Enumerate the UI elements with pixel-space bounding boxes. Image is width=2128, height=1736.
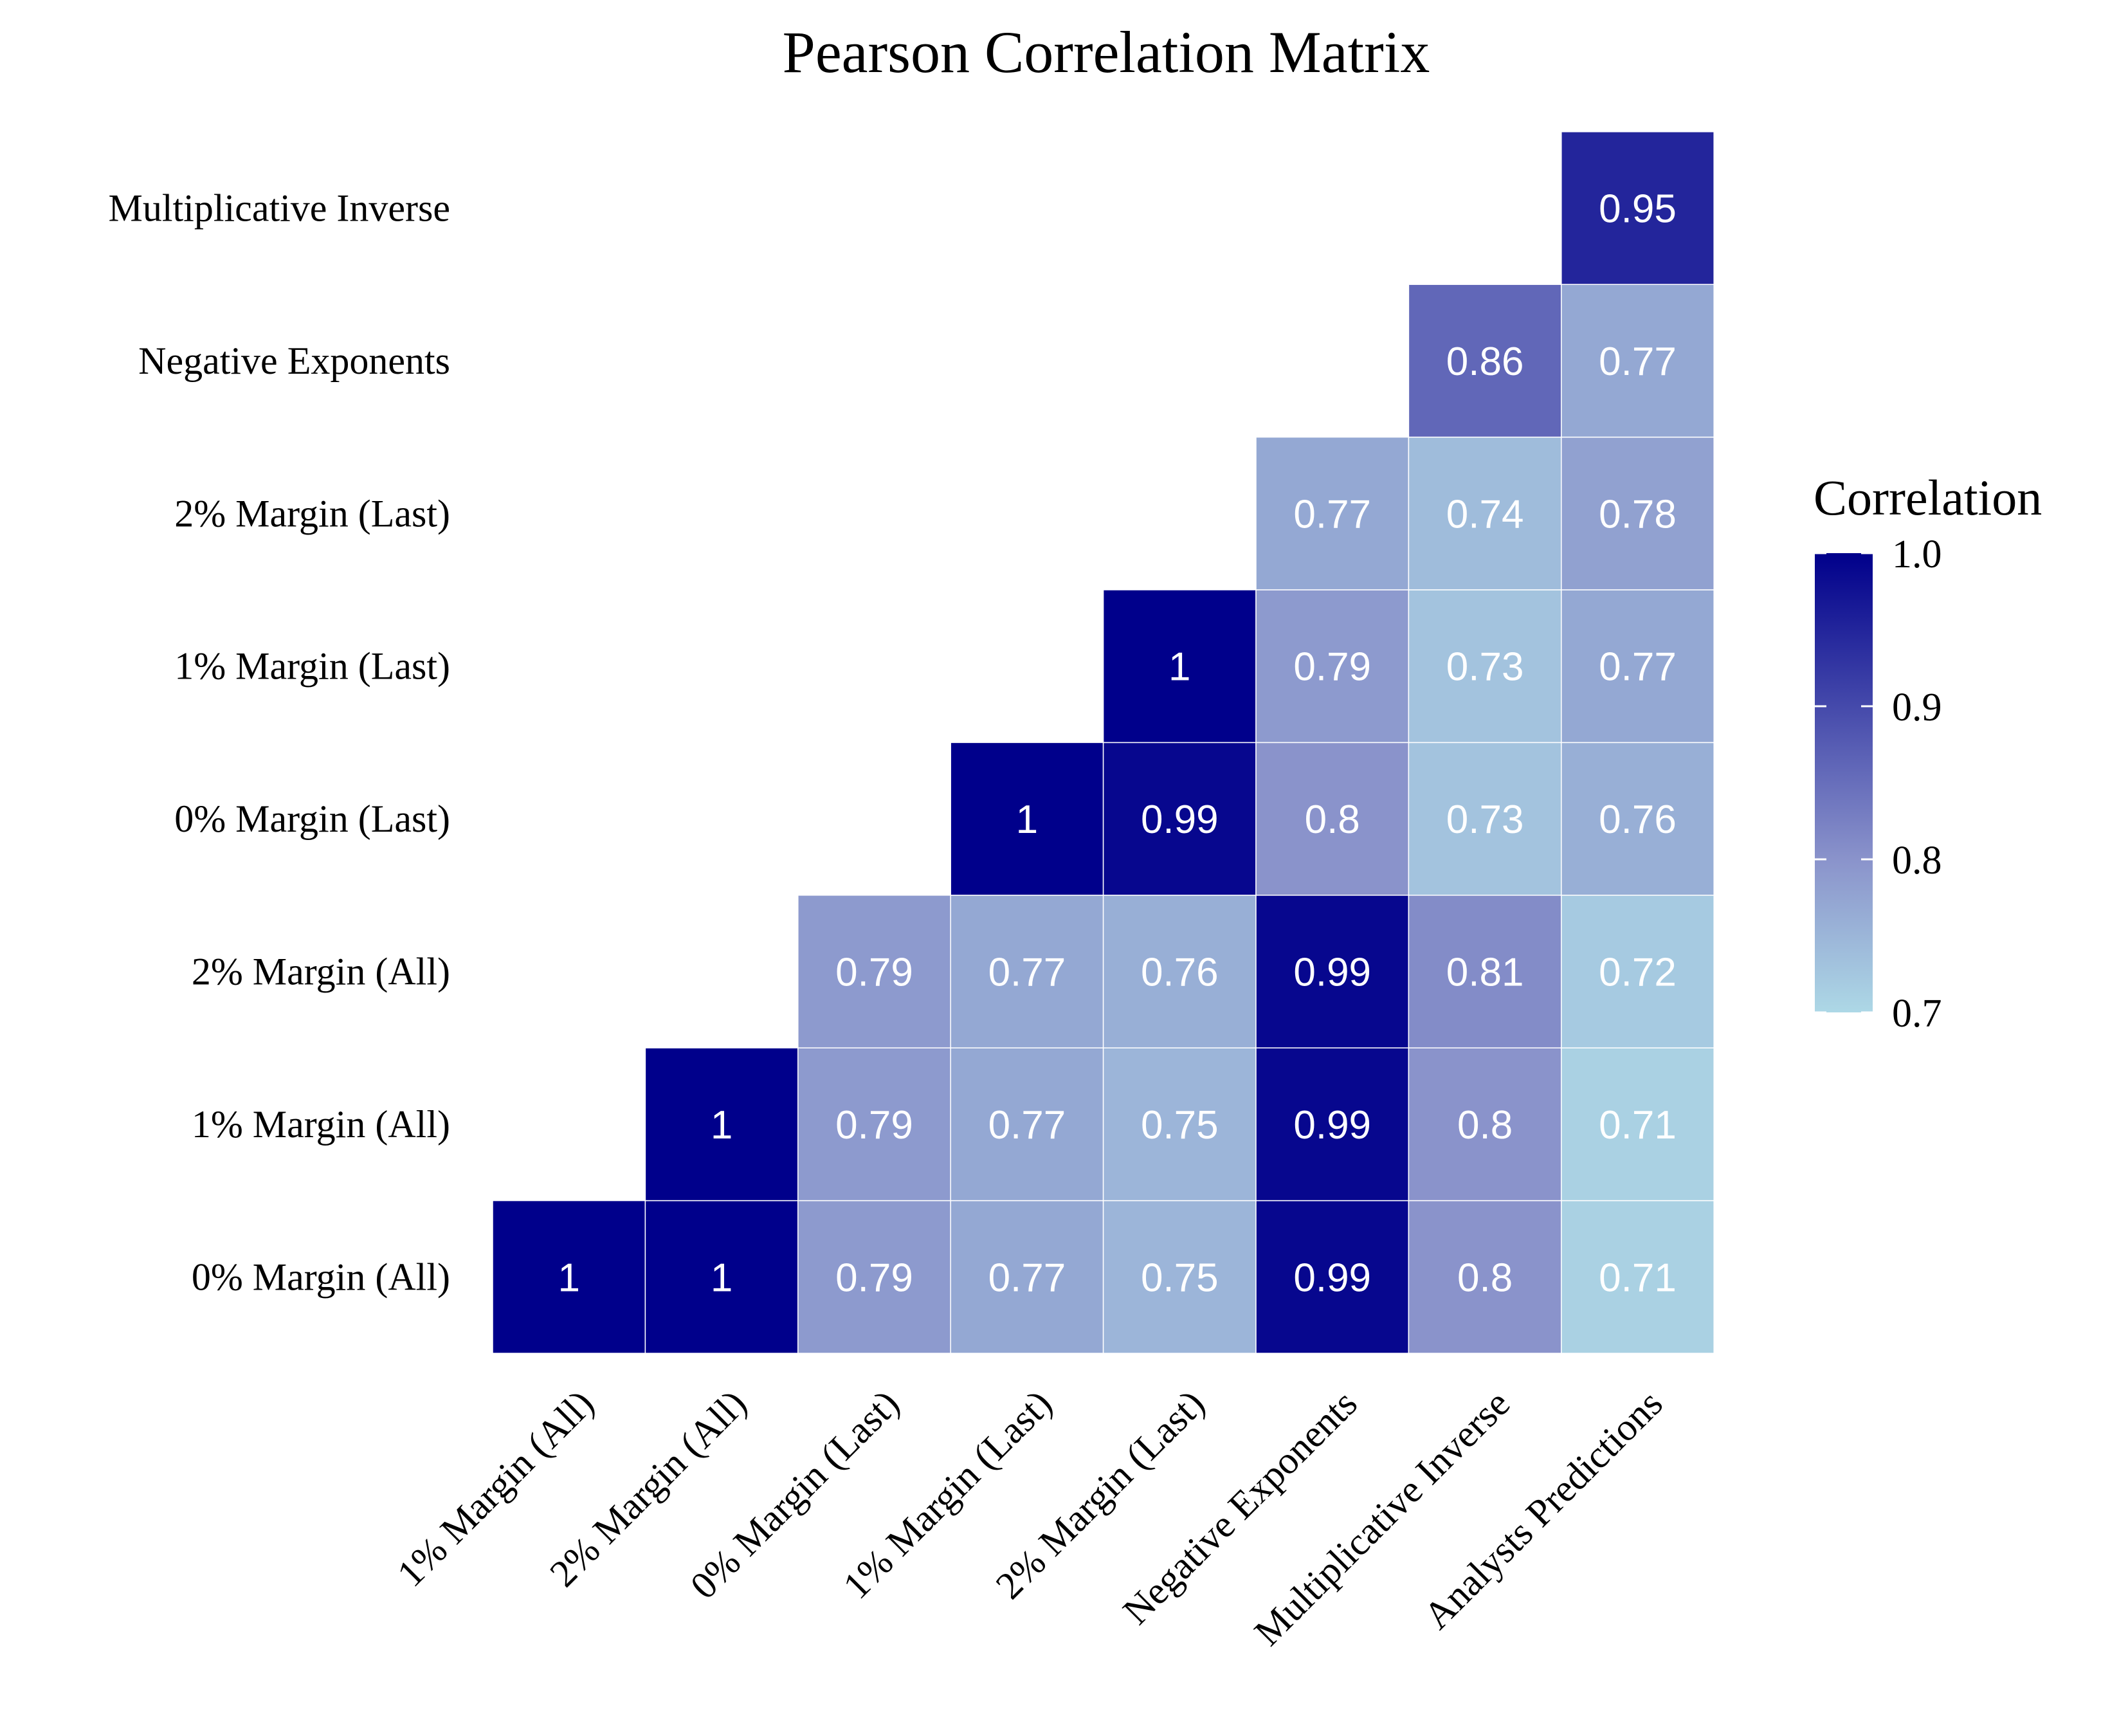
- heatmap-cell-2pct-margin-last-x-negative-exponents: [1255, 436, 1410, 590]
- cell-value-label: 0.75: [1141, 1103, 1219, 1147]
- cell-value-label: 0.71: [1599, 1256, 1677, 1300]
- cell-value-label: 0.79: [1293, 645, 1371, 690]
- cell-value-label: 0.81: [1446, 951, 1524, 995]
- heatmap-cell-1pct-margin-last-x-multiplicative-inverse: [1408, 589, 1562, 744]
- cell-value-label: 0.73: [1446, 798, 1524, 842]
- cell-value-label: 0.77: [1293, 492, 1371, 536]
- cell-value-label: 0.79: [835, 951, 913, 995]
- heatmap-cell-2pct-margin-all-x-multiplicative-inverse: [1408, 895, 1562, 1048]
- cell-value-label: 0.8: [1305, 798, 1360, 842]
- heatmap-cell-2pct-margin-last-x-analysts-predictions: [1561, 436, 1714, 590]
- cell-value-label: 0.99: [1293, 1103, 1371, 1147]
- heatmap-cell-0pct-margin-all-x-negative-exponents: [1255, 1200, 1410, 1354]
- heatmap-cell-negative-exponents-x-multiplicative-inverse: [1408, 284, 1562, 438]
- cell-value-label: 0.86: [1446, 340, 1524, 384]
- y-tick-label-1pct-margin-last: 1% Margin (Last): [174, 645, 450, 688]
- legend-tick-label: 1.0: [1892, 533, 1942, 576]
- cell-value-label: 0.77: [1599, 340, 1677, 384]
- x-axis-tick-labels: 1% Margin (All)2% Margin (All)0% Margin …: [389, 1382, 1671, 1654]
- legend-title: Correlation: [1814, 470, 2042, 525]
- cell-value-label: 0.76: [1599, 798, 1677, 842]
- cell-value-label: 0.75: [1141, 1256, 1219, 1300]
- cell-value-label: 0.8: [1457, 1256, 1513, 1300]
- heatmap-cell-0pct-margin-all-x-2pct-margin-last: [1102, 1200, 1257, 1354]
- cell-value-label: 0.99: [1141, 798, 1219, 842]
- heatmap-cell-2pct-margin-all-x-analysts-predictions: [1561, 895, 1714, 1048]
- heatmap-cell-1pct-margin-all-x-2pct-margin-all: [644, 1047, 799, 1201]
- cell-value-label: 0.77: [988, 951, 1066, 995]
- heatmap-cell-0pct-margin-all-x-analysts-predictions: [1561, 1200, 1714, 1354]
- heatmap-cell-1pct-margin-all-x-2pct-margin-last: [1102, 1047, 1257, 1201]
- cell-value-label: 0.77: [988, 1103, 1066, 1147]
- heatmap-cell-2pct-margin-all-x-negative-exponents: [1255, 895, 1410, 1048]
- y-tick-label-0pct-margin-all: 0% Margin (All): [192, 1256, 450, 1298]
- heatmap-cell-2pct-margin-all-x-1pct-margin-last: [950, 895, 1104, 1048]
- cell-value-label: 0.77: [1599, 645, 1677, 690]
- cell-value-label: 1: [711, 1256, 732, 1300]
- heatmap-cell-1pct-margin-last-x-analysts-predictions: [1561, 589, 1714, 744]
- x-tick-label-multiplicative-inverse: Multiplicative Inverse: [1246, 1382, 1518, 1654]
- heatmap-cell-1pct-margin-all-x-0pct-margin-last: [797, 1047, 951, 1201]
- legend-tick-label: 0.7: [1892, 992, 1942, 1036]
- y-tick-label-0pct-margin-last: 0% Margin (Last): [174, 798, 450, 840]
- cell-value-label: 0.95: [1599, 187, 1677, 232]
- cell-value-label: 0.8: [1457, 1103, 1513, 1147]
- cell-value-label: 1: [1016, 798, 1038, 842]
- cell-value-label: 0.79: [835, 1256, 913, 1300]
- cell-value-label: 1: [1169, 645, 1190, 690]
- legend-color-bar: [1815, 553, 1873, 1012]
- cell-value-label: 0.72: [1599, 951, 1677, 995]
- heatmap-cell-1pct-margin-all-x-negative-exponents: [1255, 1047, 1410, 1201]
- cell-value-label: 1: [711, 1103, 732, 1147]
- cell-value-labels: 1 1 0.79 0.77 0.75 0.99 0.8 0.71 1 0.79 0.77 0.75 0.…: [558, 187, 1676, 1301]
- color-legend: Correlation 0.7 0.8 0.9 1.0: [1814, 470, 2042, 1036]
- heatmap-cell-multiplicative-inverse-x-analysts-predictions: [1561, 131, 1714, 285]
- heatmap-cell-0pct-margin-all-x-2pct-margin-all: [644, 1200, 799, 1354]
- cell-value-label: 1: [558, 1256, 579, 1300]
- chart-title: Pearson Correlation Matrix: [783, 19, 1430, 85]
- cell-value-label: 0.76: [1141, 951, 1219, 995]
- cell-value-label: 0.77: [988, 1256, 1066, 1300]
- heatmap-cells: [492, 131, 1714, 1354]
- y-tick-label-multiplicative-inverse: Multiplicative Inverse: [108, 187, 450, 230]
- legend-tick-label: 0.9: [1892, 686, 1942, 729]
- heatmap-cell-2pct-margin-all-x-0pct-margin-last: [797, 895, 951, 1048]
- y-tick-label-1pct-margin-all: 1% Margin (All): [192, 1103, 450, 1146]
- cell-value-label: 0.73: [1446, 645, 1524, 690]
- cell-value-label: 0.78: [1599, 492, 1677, 536]
- heatmap-cell-0pct-margin-all-x-1pct-margin-last: [950, 1200, 1104, 1354]
- heatmap-cell-1pct-margin-last-x-negative-exponents: [1255, 589, 1410, 744]
- cell-value-label: 0.99: [1293, 1256, 1371, 1300]
- y-tick-label-2pct-margin-last: 2% Margin (Last): [174, 492, 450, 535]
- legend-tick-label: 0.8: [1892, 839, 1942, 882]
- y-tick-label-2pct-margin-all: 2% Margin (All): [192, 951, 450, 993]
- cell-value-label: 0.99: [1293, 951, 1371, 995]
- heatmap-cell-0pct-margin-all-x-multiplicative-inverse: [1408, 1200, 1562, 1354]
- heatmap-cell-1pct-margin-last-x-2pct-margin-last: [1102, 589, 1257, 744]
- heatmap-cell-0pct-margin-last-x-2pct-margin-last: [1102, 742, 1257, 896]
- heatmap-cell-0pct-margin-last-x-1pct-margin-last: [950, 742, 1104, 896]
- y-axis-tick-labels: 0% Margin (All) 1% Margin (All) 2% Margin …: [108, 187, 450, 1299]
- heatmap-cell-0pct-margin-all-x-1pct-margin-all: [492, 1200, 646, 1354]
- cell-value-label: 0.74: [1446, 492, 1524, 536]
- y-tick-label-negative-exponents: Negative Exponents: [138, 340, 450, 382]
- cell-value-label: 0.71: [1599, 1103, 1677, 1147]
- cell-value-label: 0.79: [835, 1103, 913, 1147]
- heatmap-cell-negative-exponents-x-analysts-predictions: [1561, 284, 1714, 438]
- heatmap-cell-2pct-margin-all-x-2pct-margin-last: [1102, 895, 1257, 1048]
- heatmap-cell-0pct-margin-last-x-multiplicative-inverse: [1408, 742, 1562, 896]
- heatmap-cell-1pct-margin-all-x-analysts-predictions: [1561, 1047, 1714, 1201]
- heatmap-cell-0pct-margin-last-x-analysts-predictions: [1561, 742, 1714, 896]
